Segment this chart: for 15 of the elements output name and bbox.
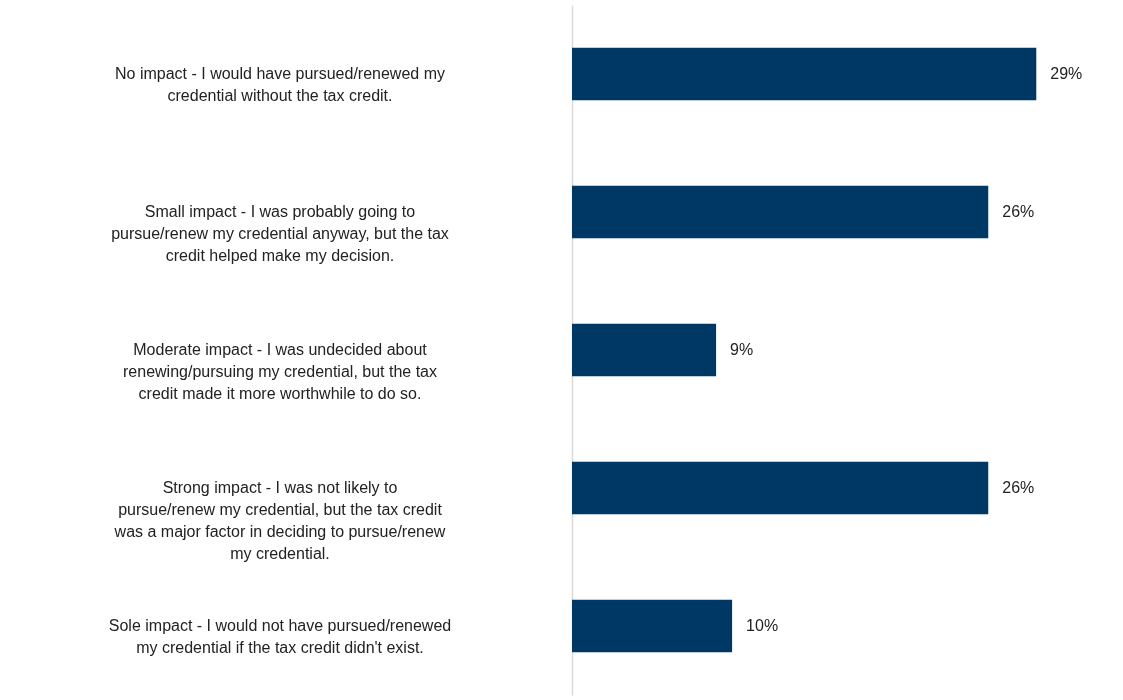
bar [572,185,989,239]
data-label: 9% [730,341,754,358]
y-tick-label: Strong impact - I was not likely to pursue/renew my credential, but the tax credit was a major factor in deciding to pursue/renew my credential. [113,479,446,562]
data-label: 10% [746,617,779,634]
bar [572,47,1037,101]
y-tick-label: Sole impact - I would not have pursued/renewed my credential if the tax credit didn't exist. [108,617,452,656]
bar [572,599,733,653]
data-label: 29% [1050,65,1083,82]
y-tick-label: Small impact - I was probably going to pursue/renew my credential anyway, but the tax credit helped make my decision. [111,203,449,264]
bar [572,461,989,515]
data-label: 26% [1002,479,1035,496]
y-tick-label: Moderate impact - I was undecided about renewing/pursuing my credential, but the tax credit made it more worthwhile to do so. [123,341,437,402]
y-tick-label: No impact - I would have pursued/renewed my credential without the tax credit. [115,65,445,104]
data-label: 26% [1002,203,1035,220]
bar [572,323,717,377]
